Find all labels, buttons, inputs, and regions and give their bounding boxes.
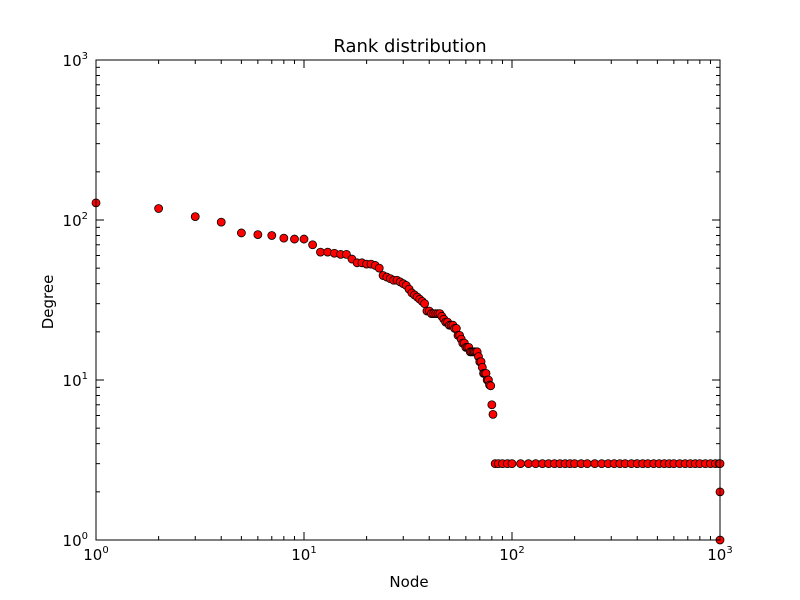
data-point bbox=[420, 299, 429, 309]
data-point bbox=[487, 400, 497, 410]
data-point bbox=[279, 233, 289, 243]
x-tick-label: 100 bbox=[83, 545, 108, 564]
data-point bbox=[190, 212, 200, 222]
data-point bbox=[316, 247, 325, 257]
data-point bbox=[488, 409, 498, 419]
y-tick-label: 101 bbox=[63, 371, 88, 390]
data-point bbox=[524, 459, 533, 469]
data-point bbox=[507, 459, 517, 469]
data-point bbox=[236, 228, 246, 238]
data-point bbox=[308, 240, 318, 250]
data-point bbox=[374, 263, 384, 273]
data-point bbox=[299, 234, 309, 244]
x-tick-label: 101 bbox=[291, 545, 316, 564]
data-point bbox=[267, 231, 277, 240]
x-axis-label: Node bbox=[389, 573, 428, 591]
plot-frame bbox=[95, 59, 721, 541]
data-point bbox=[290, 234, 299, 244]
y-axis-label: Degree bbox=[39, 275, 57, 330]
data-points bbox=[91, 198, 725, 545]
chart-title: Rank distribution bbox=[333, 36, 486, 57]
data-point bbox=[516, 459, 526, 469]
y-tick-label: 102 bbox=[63, 211, 88, 230]
x-tick-label: 103 bbox=[707, 545, 732, 564]
axis-ticks: 100 101 102 103 100 101 102 103 bbox=[63, 51, 733, 564]
y-tick-label: 100 bbox=[63, 531, 88, 550]
data-point bbox=[342, 249, 351, 259]
data-point bbox=[486, 381, 496, 391]
data-point bbox=[154, 204, 164, 213]
x-tick-label: 102 bbox=[499, 545, 524, 564]
y-tick-label: 103 bbox=[63, 51, 88, 70]
data-point bbox=[216, 217, 226, 227]
data-point bbox=[253, 230, 263, 240]
data-point bbox=[582, 459, 592, 469]
